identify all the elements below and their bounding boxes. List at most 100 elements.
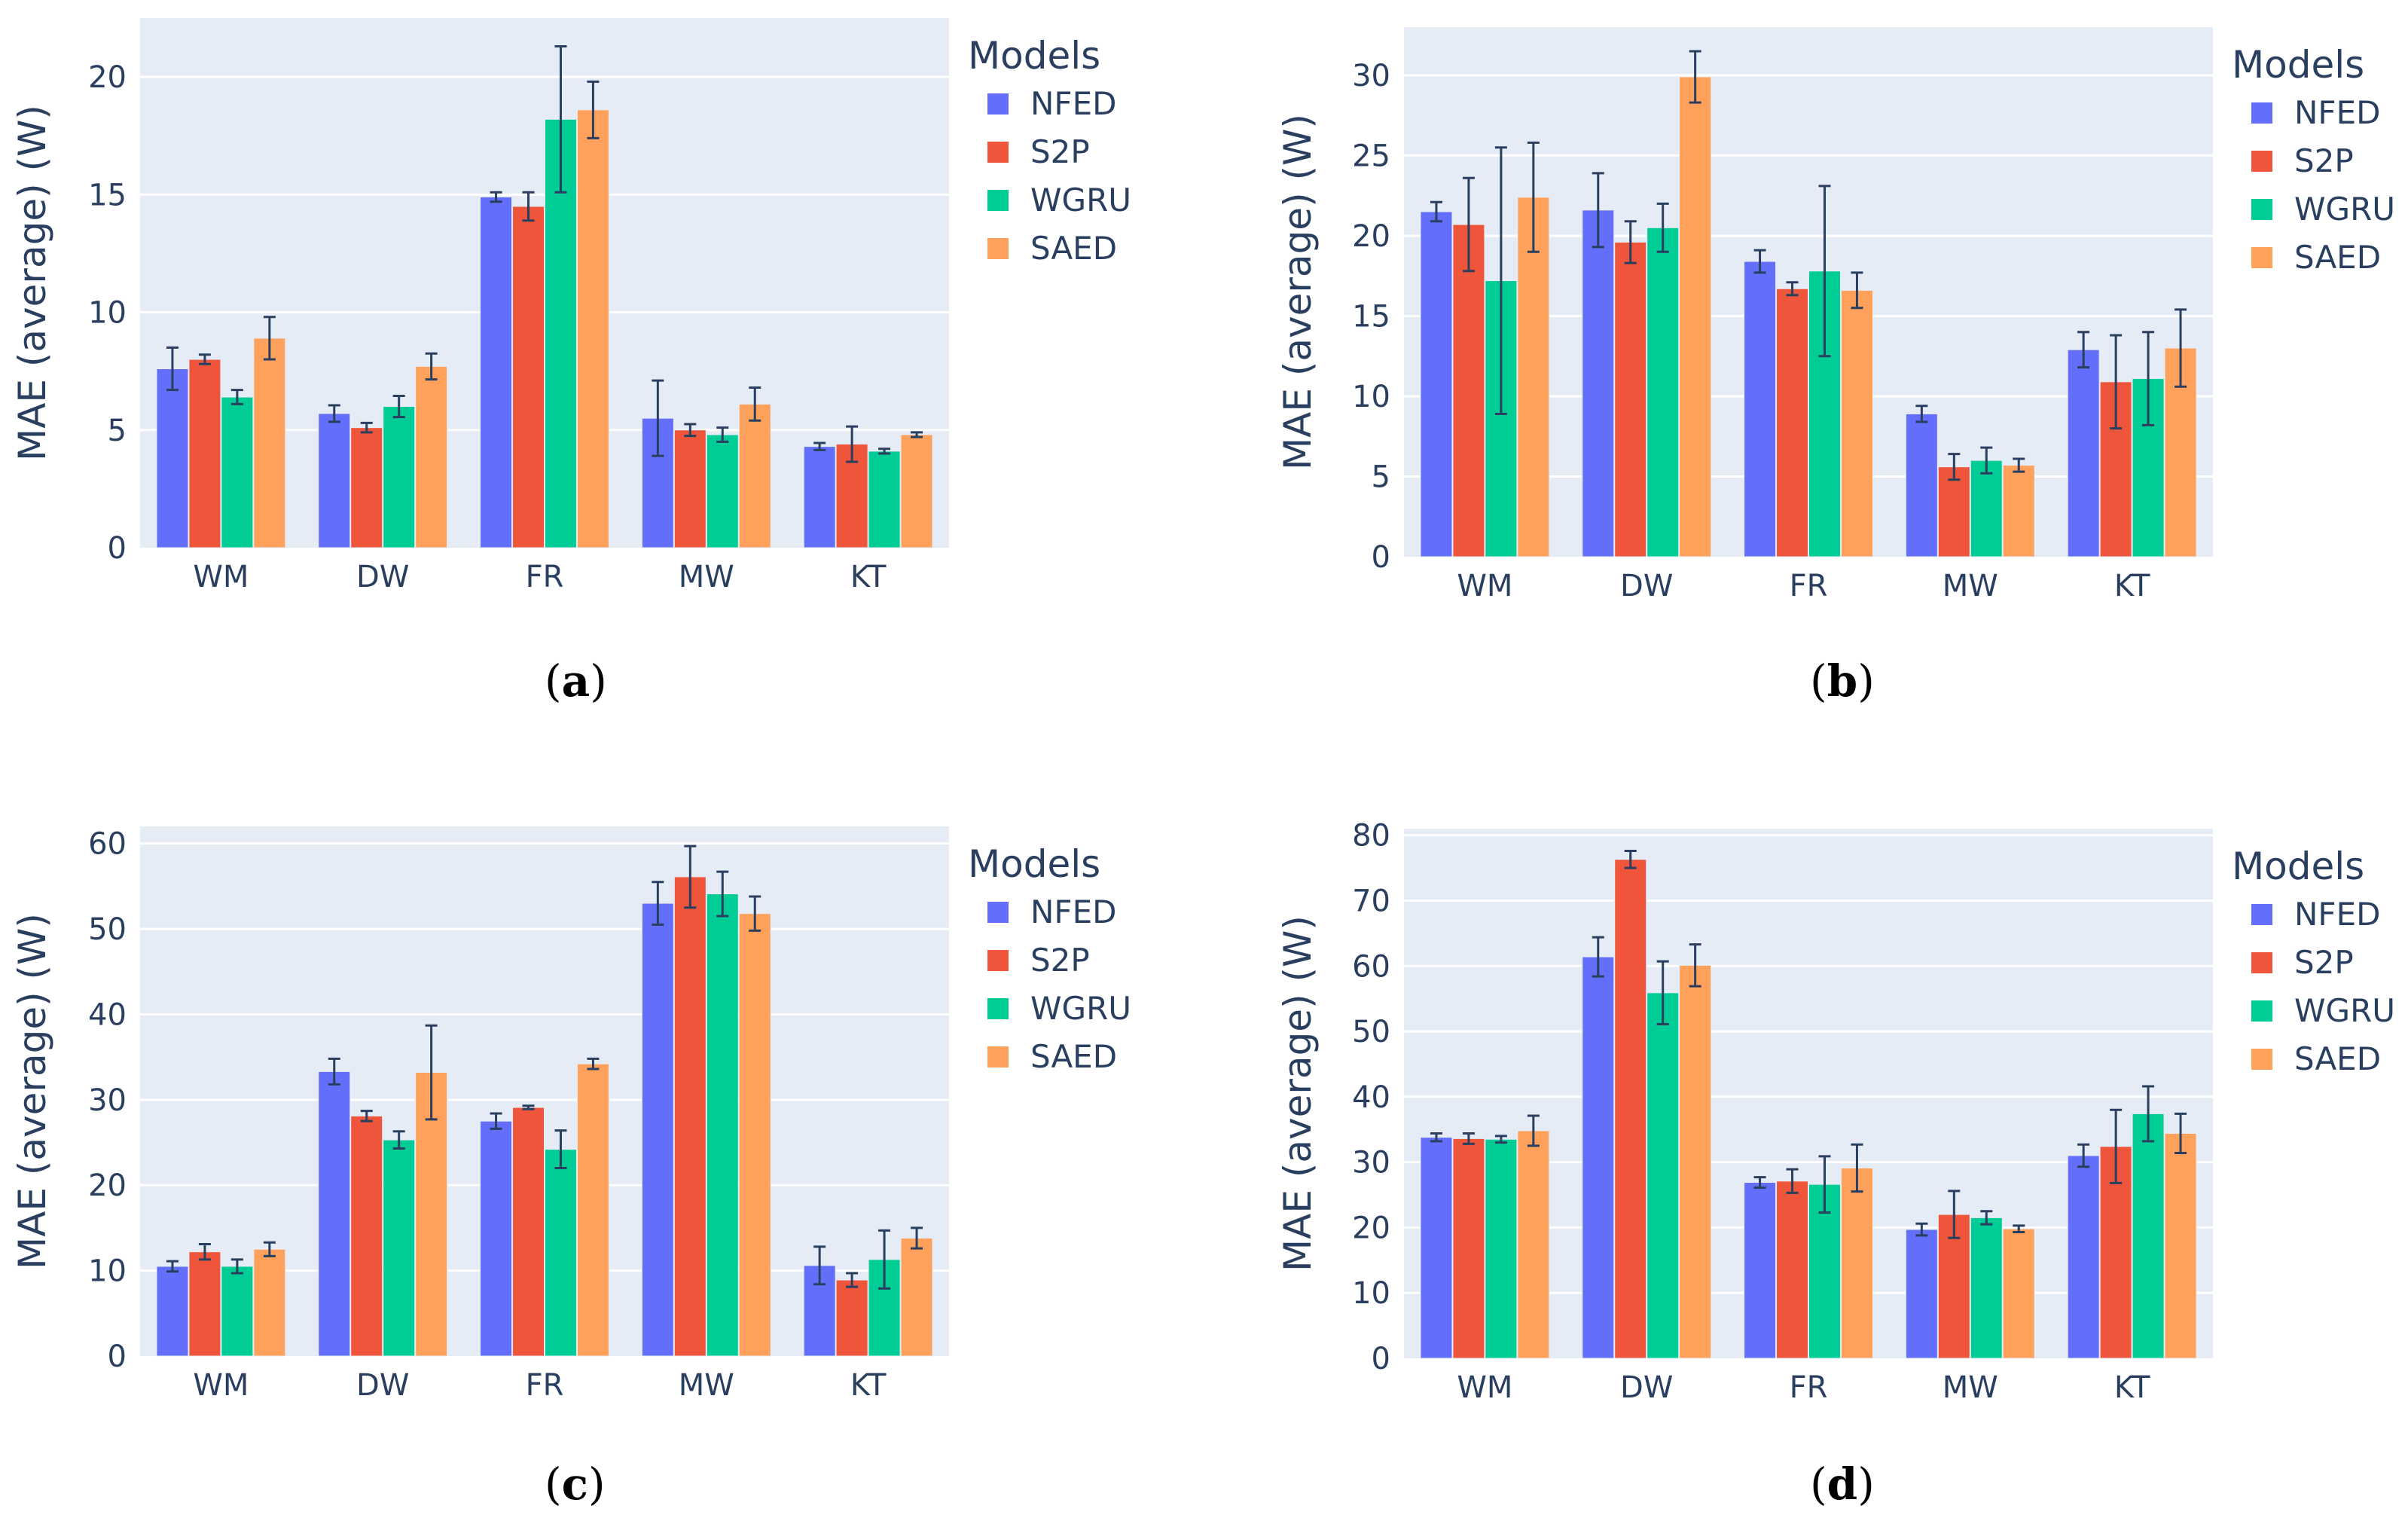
bar-c-FR-WGRU — [545, 1149, 577, 1357]
error-bar-d-FR-S2P — [1786, 1168, 1799, 1194]
bar-a-MW-WGRU — [706, 434, 739, 548]
error-bar-c-KT-SAED — [911, 1226, 923, 1250]
error-bar-b-FR-SAED — [1851, 271, 1863, 310]
error-bar-d-KT-WGRU — [2142, 1085, 2155, 1143]
bar-c-FR-NFED — [480, 1120, 513, 1357]
y-tick-label-b-2: 10 — [1352, 380, 1390, 414]
error-bar-d-WM-NFED — [1430, 1132, 1442, 1143]
legend-swatch-d-SAED — [2251, 1049, 2272, 1070]
legend-label-d-SAED: SAED — [2294, 1040, 2381, 1077]
y-tick-label-a-3: 15 — [88, 178, 127, 212]
error-bar-b-WM-NFED — [1430, 200, 1442, 223]
error-bar-c-WM-NFED — [166, 1260, 179, 1273]
error-bar-a-FR-S2P — [522, 191, 535, 222]
error-bar-c-FR-NFED — [490, 1112, 502, 1130]
bar-d-MW-SAED — [2002, 1228, 2035, 1359]
error-bar-b-MW-S2P — [1948, 453, 1961, 481]
y-axis-label-a: MAE (average) (W) — [11, 105, 54, 461]
bar-d-DW-S2P — [1614, 859, 1647, 1359]
error-bar-d-WM-WGRU — [1494, 1135, 1507, 1144]
bar-d-KT-SAED — [2164, 1132, 2197, 1359]
bar-d-MW-NFED — [1905, 1229, 1938, 1359]
error-bar-d-KT-SAED — [2175, 1112, 2187, 1154]
error-bar-b-WM-WGRU — [1494, 146, 1507, 415]
error-bar-a-MW-NFED — [652, 379, 664, 457]
bar-b-WM-S2P — [1452, 224, 1485, 557]
error-bar-d-DW-NFED — [1592, 936, 1604, 978]
bar-b-KT-NFED — [2067, 349, 2100, 557]
bar-d-FR-NFED — [1744, 1182, 1777, 1359]
error-bar-a-KT-SAED — [911, 431, 923, 438]
y-tick-label-d-0: 0 — [1372, 1342, 1390, 1376]
bar-c-WM-WGRU — [221, 1266, 254, 1357]
bar-a-DW-NFED — [318, 413, 351, 548]
error-bar-a-DW-WGRU — [392, 394, 405, 419]
error-bar-c-MW-SAED — [749, 895, 761, 932]
legend-swatch-a-WGRU — [987, 190, 1009, 211]
legend-label-a-WGRU: WGRU — [1030, 182, 1131, 218]
chart-panel-a: 0 5 10 15 20 MAE (average) (W) WM DW FR MW KT Model… — [11, 18, 1131, 707]
bar-d-KT-WGRU — [2132, 1113, 2165, 1359]
error-bar-d-MW-NFED — [1915, 1222, 1928, 1237]
error-bar-a-MW-S2P — [684, 423, 697, 438]
bar-c-FR-SAED — [576, 1063, 609, 1357]
error-bar-a-FR-NFED — [490, 191, 502, 203]
legend-label-a-SAED: SAED — [1030, 230, 1117, 267]
legend-a: Models NFED S2P WGRU SAED — [968, 34, 1131, 267]
bar-a-WM-WGRU — [221, 396, 254, 548]
bar-c-KT-SAED — [900, 1238, 933, 1357]
y-tick-label-d-8: 80 — [1352, 819, 1390, 854]
bar-a-KT-WGRU — [868, 451, 901, 548]
error-bar-b-FR-S2P — [1786, 281, 1799, 297]
error-bar-d-FR-WGRU — [1818, 1155, 1831, 1214]
error-bar-b-KT-NFED — [2077, 331, 2090, 369]
error-bar-a-KT-WGRU — [878, 447, 891, 455]
bar-a-FR-SAED — [576, 109, 609, 548]
bar-d-WM-SAED — [1517, 1130, 1550, 1359]
error-bar-b-DW-S2P — [1624, 220, 1637, 264]
bar-b-FR-SAED — [1840, 289, 1873, 557]
bar-b-WM-SAED — [1517, 197, 1550, 557]
x-tick-label-b-DW: DW — [1620, 569, 1673, 603]
y-tick-label-c-1: 10 — [88, 1254, 127, 1289]
bar-a-MW-SAED — [738, 403, 771, 548]
legend-swatch-c-NFED — [987, 902, 1009, 923]
bar-a-WM-S2P — [188, 359, 221, 548]
legend-swatch-c-SAED — [987, 1046, 1009, 1067]
error-bar-a-KT-NFED — [813, 441, 826, 451]
error-bar-b-KT-SAED — [2175, 308, 2187, 388]
error-bar-c-KT-S2P — [846, 1272, 859, 1288]
error-bar-c-KT-NFED — [813, 1245, 826, 1286]
y-tick-label-a-1: 5 — [108, 414, 127, 448]
y-tick-label-a-4: 20 — [88, 60, 127, 95]
panel-caption-c: (c) — [545, 1458, 606, 1510]
error-bar-a-DW-SAED — [425, 352, 438, 381]
error-bar-d-FR-NFED — [1753, 1176, 1766, 1189]
error-bar-c-DW-WGRU — [392, 1130, 405, 1150]
bar-c-DW-WGRU — [383, 1139, 416, 1357]
error-bar-a-DW-NFED — [328, 404, 340, 423]
legend-b: Models NFED S2P WGRU SAED — [2232, 43, 2395, 276]
y-tick-label-c-4: 40 — [88, 997, 127, 1032]
x-tick-label-a-KT: KT — [850, 560, 887, 594]
legend-label-d-S2P: S2P — [2294, 944, 2354, 981]
error-bar-d-FR-SAED — [1851, 1143, 1863, 1193]
y-tick-label-b-5: 25 — [1352, 139, 1390, 173]
error-bar-b-WM-SAED — [1527, 141, 1540, 253]
error-bar-b-MW-WGRU — [1980, 446, 1993, 475]
x-tick-label-d-DW: DW — [1620, 1370, 1673, 1405]
error-bar-d-MW-S2P — [1948, 1190, 1961, 1239]
bar-c-MW-WGRU — [706, 893, 739, 1357]
legend-swatch-d-WGRU — [2251, 1000, 2272, 1022]
error-bar-c-DW-NFED — [328, 1057, 340, 1086]
x-tick-label-c-KT: KT — [850, 1368, 887, 1403]
bar-b-FR-S2P — [1776, 288, 1809, 557]
bar-d-WM-WGRU — [1485, 1138, 1518, 1359]
panel-caption-d: (d) — [1810, 1458, 1875, 1510]
bar-b-FR-NFED — [1744, 261, 1777, 557]
y-tick-label-a-0: 0 — [108, 531, 127, 566]
error-bar-c-KT-WGRU — [878, 1229, 891, 1290]
legend-swatch-b-NFED — [2251, 102, 2272, 124]
bar-b-MW-S2P — [1937, 466, 1970, 557]
